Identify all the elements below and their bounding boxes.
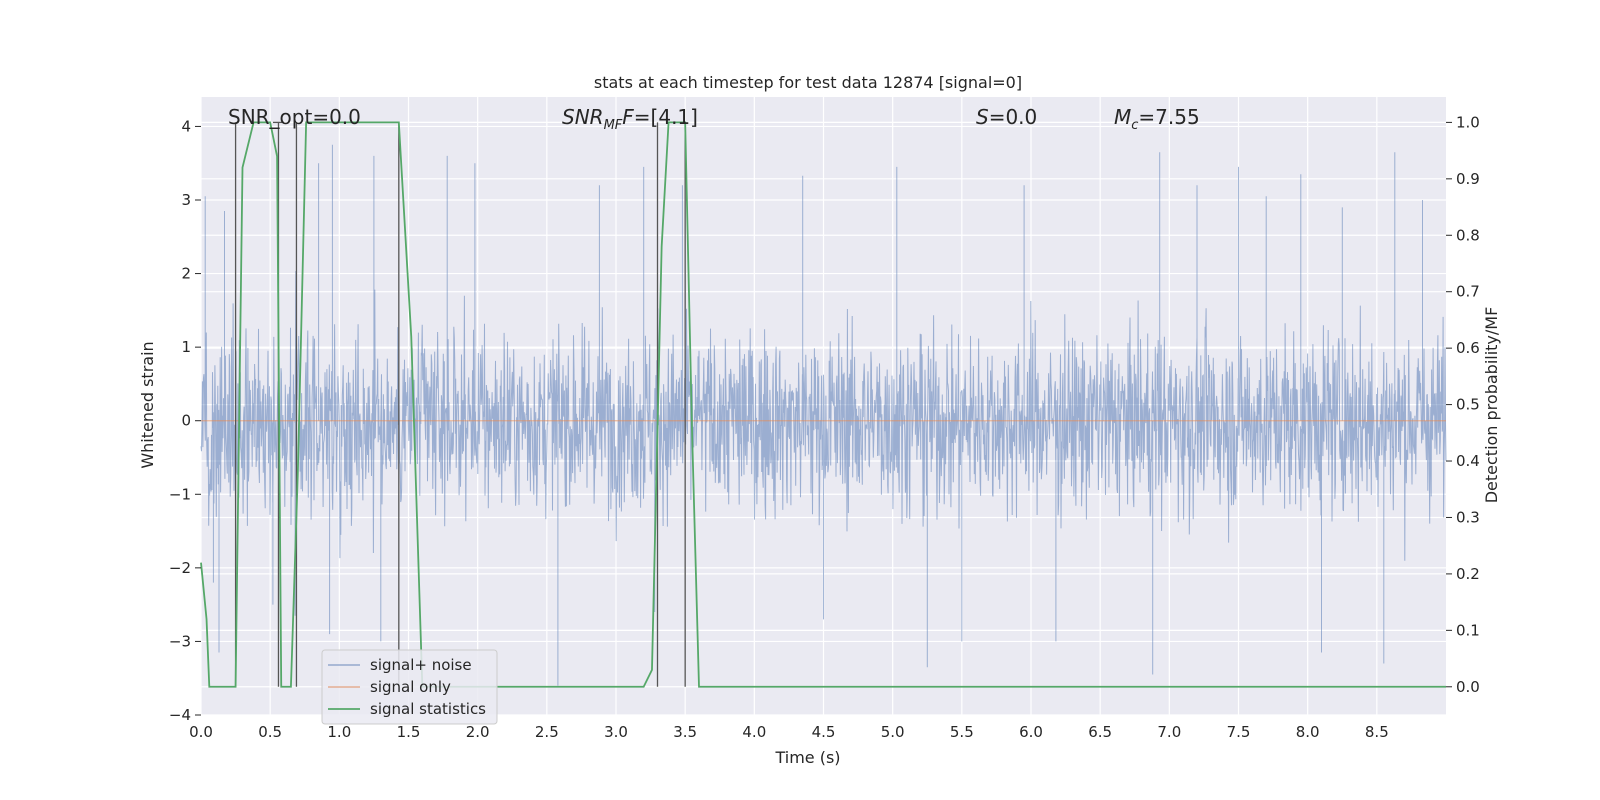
x-tick-label: 0.5 xyxy=(258,723,282,741)
annotation-mc: Mc=7.55 xyxy=(1114,105,1200,133)
y-right-tick-label: 0.4 xyxy=(1456,452,1480,470)
annotation-s-value: =0.0 xyxy=(989,105,1038,129)
x-tick-label: 3.0 xyxy=(604,723,628,741)
y-right-tick-label: 0.9 xyxy=(1456,170,1480,188)
y-tick-label: −4 xyxy=(169,706,191,724)
y-right-tick-label: 0.1 xyxy=(1456,621,1480,639)
legend-label-signal-statistics: signal statistics xyxy=(370,700,486,718)
chart-title: stats at each timestep for test data 128… xyxy=(594,73,1022,92)
annotation-snr-mf: SNRMFF=[4.1] xyxy=(562,105,698,133)
y-tick-label: −2 xyxy=(169,559,191,577)
y-right-tick-label: 0.5 xyxy=(1456,396,1480,414)
x-tick-label: 5.5 xyxy=(950,723,974,741)
y-right-tick-label: 1.0 xyxy=(1456,113,1480,131)
y-right-axis-label: Detection probability/MF xyxy=(1482,307,1501,504)
x-tick-label: 0.0 xyxy=(189,723,213,741)
series-signal-noise xyxy=(200,144,1447,686)
annotation-snr-mf-f: F xyxy=(622,105,634,129)
annotation-s: S=0.0 xyxy=(976,105,1037,129)
y-right-tick-label: 0.8 xyxy=(1456,226,1480,244)
annotation-mc-base: M xyxy=(1114,105,1131,129)
legend-box xyxy=(321,649,498,725)
y-right-tick-label: 0.3 xyxy=(1456,508,1480,526)
series-signal-statistics xyxy=(200,121,1446,688)
x-tick-label: 4.0 xyxy=(742,723,766,741)
x-tick-label: 3.5 xyxy=(673,723,697,741)
x-tick-label: 2.0 xyxy=(466,723,490,741)
x-tick-label: 8.5 xyxy=(1365,723,1389,741)
series-layer xyxy=(200,121,1447,688)
annotation-snr-opt: SNR_opt=0.0 xyxy=(228,105,361,129)
y-tick-label: 1 xyxy=(181,338,191,356)
axes-layer: 0.0 0.5 1.0 1.5 2.0 2.5 3.0 3.5 4.0 4.5 5.0 5.5 6.0 6… xyxy=(169,113,1480,741)
x-tick-label: 7.5 xyxy=(1227,723,1251,741)
legend-label-signal-only: signal only xyxy=(370,678,451,696)
annotation-mc-value: =7.55 xyxy=(1138,105,1199,129)
annotation-snr-mf-sub: MF xyxy=(604,118,623,133)
y-tick-label: −3 xyxy=(169,632,191,650)
y-right-tick-label: 0.6 xyxy=(1456,339,1480,357)
x-tick-label: 7.0 xyxy=(1157,723,1181,741)
legend: signal+ noise signal only signal statist… xyxy=(321,649,498,725)
y-right-tick-label: 0.2 xyxy=(1456,565,1480,583)
x-axis-label: Time (s) xyxy=(774,748,840,767)
x-tick-label: 1.0 xyxy=(327,723,351,741)
y-right-tick-label: 0.0 xyxy=(1456,678,1480,696)
annotation-snr-mf-base: SNR xyxy=(562,105,604,129)
x-tick-label: 6.0 xyxy=(1019,723,1043,741)
y-tick-label: 4 xyxy=(181,117,191,135)
annotation-snr-mf-value: =[4.1] xyxy=(634,105,698,129)
y-axis-label: Whitened strain xyxy=(138,341,157,468)
annotation-s-label: S xyxy=(976,105,989,129)
y-tick-label: 3 xyxy=(181,191,191,209)
y-right-tick-label: 0.7 xyxy=(1456,283,1480,301)
legend-label-signal-noise: signal+ noise xyxy=(370,656,472,674)
x-tick-label: 2.5 xyxy=(535,723,559,741)
x-tick-label: 1.5 xyxy=(397,723,421,741)
x-tick-label: 8.0 xyxy=(1296,723,1320,741)
x-tick-label: 4.5 xyxy=(812,723,836,741)
x-tick-label: 5.0 xyxy=(881,723,905,741)
y-tick-label: 2 xyxy=(181,265,191,283)
x-tick-label: 6.5 xyxy=(1088,723,1112,741)
annotation-mc-sub: c xyxy=(1131,118,1138,133)
y-tick-label: 0 xyxy=(181,412,191,430)
y-tick-label: −1 xyxy=(169,485,191,503)
